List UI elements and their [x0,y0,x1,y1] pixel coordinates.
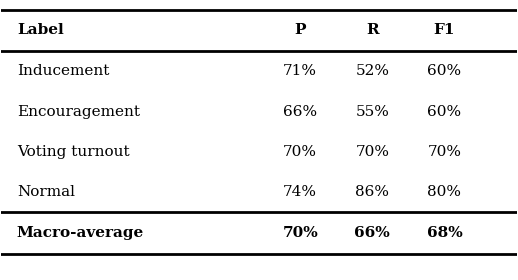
Text: Encouragement: Encouragement [17,105,140,119]
Text: 70%: 70% [355,145,390,159]
Text: 55%: 55% [355,105,390,119]
Text: 80%: 80% [427,185,462,199]
Text: Label: Label [17,24,64,38]
Text: Voting turnout: Voting turnout [17,145,130,159]
Text: 66%: 66% [283,105,318,119]
Text: 74%: 74% [283,185,317,199]
Text: P: P [294,24,306,38]
Text: Normal: Normal [17,185,75,199]
Text: 70%: 70% [282,226,318,240]
Text: 70%: 70% [427,145,462,159]
Text: Macro-average: Macro-average [17,226,144,240]
Text: 66%: 66% [354,226,390,240]
Text: F1: F1 [434,24,455,38]
Text: 70%: 70% [283,145,317,159]
Text: 60%: 60% [427,105,462,119]
Text: 52%: 52% [355,64,390,78]
Text: 60%: 60% [427,64,462,78]
Text: 86%: 86% [355,185,390,199]
Text: 71%: 71% [283,64,317,78]
Text: R: R [366,24,379,38]
Text: Inducement: Inducement [17,64,109,78]
Text: 68%: 68% [427,226,463,240]
